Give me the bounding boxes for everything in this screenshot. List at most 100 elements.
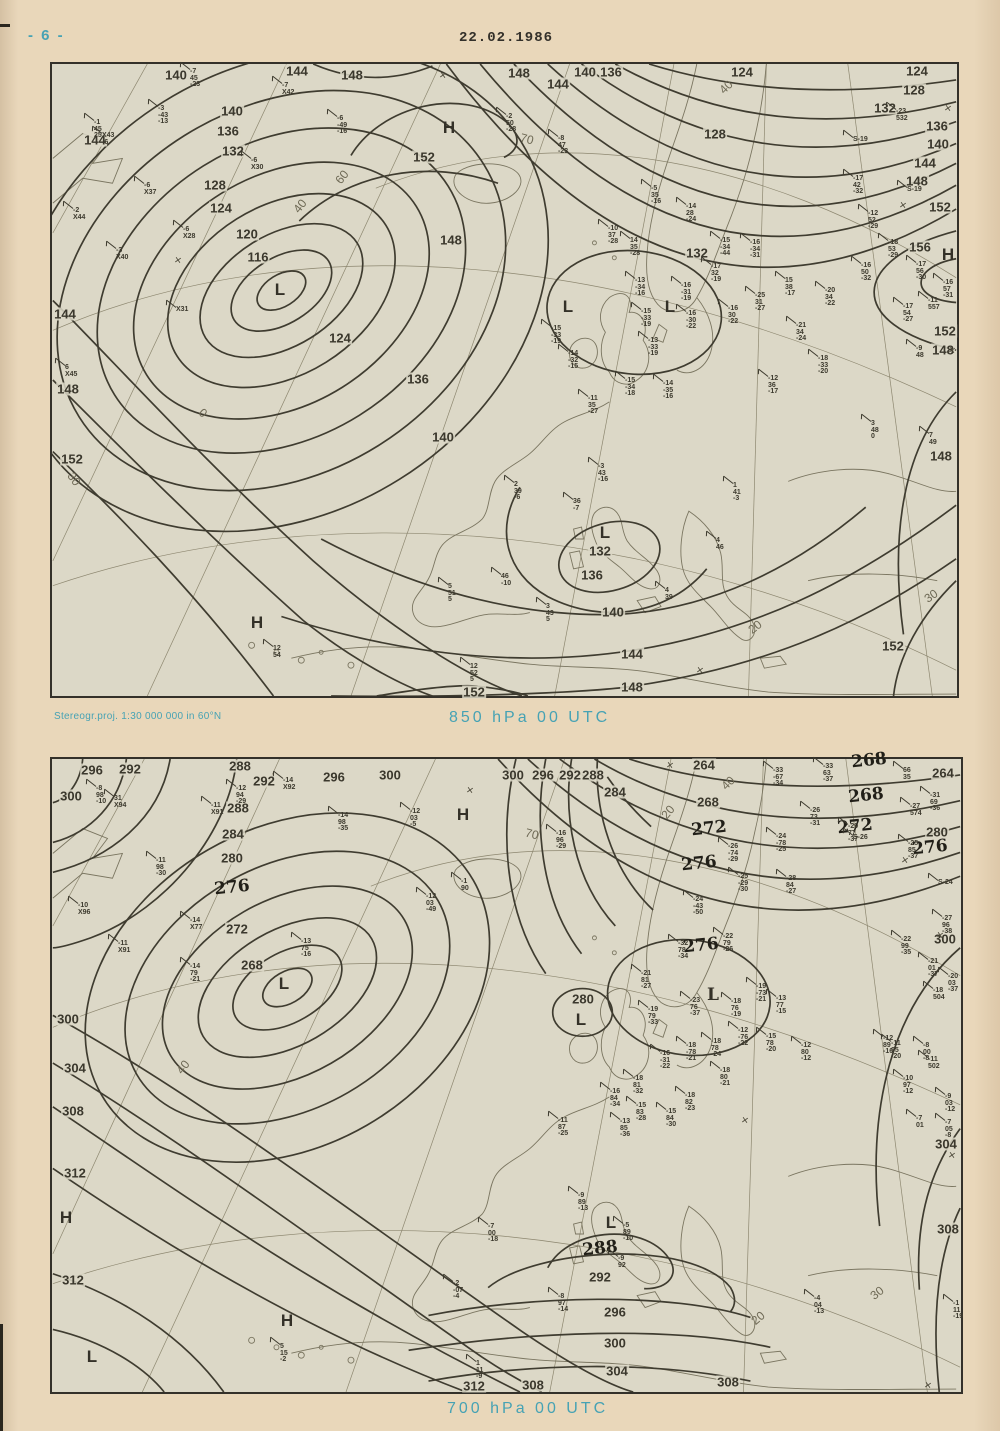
station-value: -31 bbox=[930, 792, 941, 799]
station-value: -31 bbox=[810, 820, 821, 827]
contour-label: 268 bbox=[850, 748, 888, 773]
contour-label: 300 bbox=[56, 1011, 80, 1027]
station-plot: -31 69 -36 bbox=[920, 785, 941, 813]
station-plot: -7 05 -8 bbox=[935, 1112, 953, 1140]
station-value: S-24 bbox=[938, 879, 953, 886]
map-700-caption: 700 hPa 00 UTC bbox=[447, 1400, 609, 1417]
station-value: -50 bbox=[693, 909, 704, 916]
station-value: -7 bbox=[488, 1223, 495, 1230]
station-plot: -18 -78 -21 bbox=[676, 1035, 697, 1063]
station-value: -22 bbox=[723, 933, 734, 940]
station-value: -2 bbox=[506, 113, 513, 120]
station-plot: -21 81 -27 bbox=[631, 963, 651, 991]
station-value: 81 bbox=[633, 1081, 641, 1089]
station-value: -25 bbox=[908, 840, 919, 847]
station-plot: -15 -34 -18 bbox=[615, 370, 635, 398]
station-plot: S-26 bbox=[843, 827, 868, 842]
contour-label: 152 bbox=[933, 323, 957, 339]
station-plot: -16 -31 -19 bbox=[671, 275, 691, 303]
station-value: -15 bbox=[776, 1008, 787, 1015]
station-plot: -8 98 -10 bbox=[86, 778, 106, 806]
station-value: -18 bbox=[686, 1042, 697, 1049]
station-value: X91 bbox=[118, 946, 131, 954]
station-value: -34 bbox=[635, 283, 646, 291]
station-plot: 4 46 bbox=[706, 530, 724, 551]
station-value: 5 bbox=[470, 676, 474, 683]
station-value: X40 bbox=[116, 253, 129, 261]
station-value: -30 bbox=[666, 1121, 677, 1128]
station-plot: 5 15 -2 bbox=[270, 1336, 288, 1364]
contour-label: 148 bbox=[620, 679, 644, 695]
station-plot: -21 34 -24 bbox=[786, 315, 806, 343]
station-value: -18 bbox=[731, 998, 742, 1005]
station-value: 98 bbox=[96, 791, 104, 799]
station-value: 3 bbox=[546, 603, 550, 610]
station-plot: -11 95 -20 bbox=[881, 1033, 902, 1061]
station-value: -11 bbox=[118, 940, 128, 947]
station-value: 84 bbox=[666, 1114, 674, 1122]
station-value: 504 bbox=[933, 993, 945, 1001]
station-value: -12 bbox=[236, 785, 247, 792]
station-value: -37 bbox=[690, 1010, 701, 1017]
station-plot: -13 75 -16 bbox=[291, 931, 311, 959]
contour-label: 144 bbox=[83, 132, 107, 148]
contour-label: 312 bbox=[61, 1272, 85, 1288]
station-value: -18 bbox=[818, 355, 829, 362]
contour-label: 308 bbox=[61, 1103, 85, 1119]
station-value: -11 bbox=[558, 1117, 568, 1124]
station-plot: -23 532 bbox=[886, 101, 908, 122]
station-value: 38 bbox=[785, 283, 793, 291]
station-value: 53 bbox=[888, 245, 896, 253]
contour-label: 296 bbox=[322, 769, 346, 785]
contour-label: 136 bbox=[580, 567, 604, 583]
station-value: 57 bbox=[943, 285, 951, 293]
station-value: -37 bbox=[948, 986, 959, 993]
station-value: -13 bbox=[776, 995, 787, 1002]
station-value: 56 bbox=[916, 267, 924, 275]
station-value: -7 bbox=[190, 68, 197, 75]
station-value: -13 bbox=[578, 1205, 589, 1212]
station-value: -16 bbox=[943, 279, 954, 286]
station-value: -11 bbox=[928, 1056, 938, 1063]
contour-label: 304 bbox=[605, 1363, 629, 1379]
station-plot: -4 04 -13 bbox=[804, 1288, 824, 1316]
contour-label: 148 bbox=[340, 67, 364, 83]
station-value: -7 bbox=[945, 1119, 952, 1126]
station-value: 35 bbox=[588, 401, 596, 409]
contour-label: 156 bbox=[908, 239, 932, 255]
station-value: S-19 bbox=[907, 186, 922, 193]
station-value: -17 bbox=[785, 290, 796, 297]
station-value: -12 bbox=[410, 808, 421, 815]
station-plot: -25 31 -27 bbox=[745, 285, 765, 313]
station-value: 1 bbox=[476, 1360, 480, 1367]
station-value: -3 bbox=[116, 247, 123, 254]
station-value: 4 bbox=[716, 537, 720, 544]
station-plot: -15 78 -20 bbox=[756, 1026, 777, 1054]
contour-label: 120 bbox=[235, 226, 259, 242]
station-value: -16 bbox=[728, 305, 739, 312]
station-value: 82 bbox=[685, 1098, 693, 1106]
station-plot: 14 35 -28 bbox=[620, 230, 640, 258]
station-value: -20 bbox=[891, 1053, 902, 1060]
station-plot: -9 92 bbox=[608, 1248, 626, 1269]
station-value: -4 bbox=[453, 1293, 460, 1300]
station-value: 01 bbox=[916, 1121, 924, 1129]
station-value: 03 bbox=[426, 899, 434, 907]
contour-label: 140 bbox=[164, 67, 188, 83]
station-plot: -12 80 -12 bbox=[791, 1035, 811, 1063]
station-value: -33 bbox=[641, 314, 652, 322]
station-value: 66 bbox=[903, 767, 911, 774]
station-plot: -33 -67 -34 bbox=[763, 760, 783, 788]
station-plot: -3 43 -16 bbox=[588, 456, 608, 484]
station-value: -32 bbox=[861, 275, 872, 282]
pressure-center-h: H bbox=[941, 245, 955, 264]
contour-label: 276 bbox=[680, 851, 718, 876]
station-value: -6 bbox=[183, 226, 190, 233]
pressure-center-h: H bbox=[250, 613, 264, 632]
station-value: 15 bbox=[280, 1349, 288, 1357]
station-value: -20 bbox=[766, 1046, 777, 1053]
station-plot: -13 77 -15 bbox=[766, 988, 787, 1016]
station-value: 98 bbox=[156, 863, 164, 871]
station-plot: -21 01 -37 bbox=[918, 951, 938, 979]
station-value: -14 bbox=[190, 963, 201, 970]
